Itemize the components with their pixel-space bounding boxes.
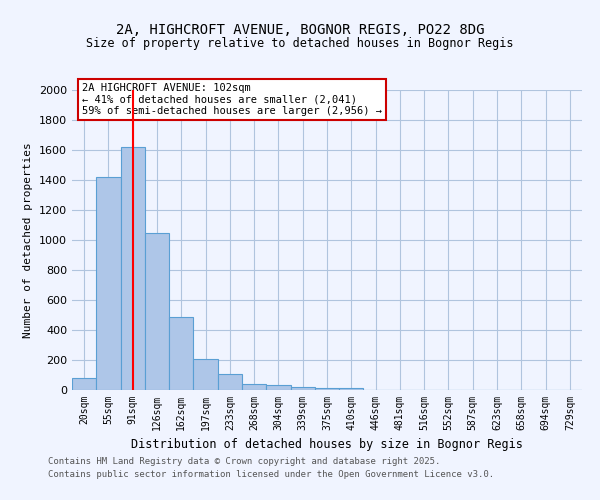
- Bar: [290, 387, 315, 390]
- X-axis label: Distribution of detached houses by size in Bognor Regis: Distribution of detached houses by size …: [131, 438, 523, 452]
- Text: Contains HM Land Registry data © Crown copyright and database right 2025.: Contains HM Land Registry data © Crown c…: [48, 458, 440, 466]
- Bar: [169, 316, 193, 390]
- Text: Contains public sector information licensed under the Open Government Licence v3: Contains public sector information licen…: [48, 470, 494, 479]
- Bar: [339, 388, 364, 390]
- Bar: [266, 385, 290, 390]
- Bar: [121, 147, 145, 390]
- Bar: [193, 359, 218, 390]
- Bar: [242, 384, 266, 390]
- Text: 2A, HIGHCROFT AVENUE, BOGNOR REGIS, PO22 8DG: 2A, HIGHCROFT AVENUE, BOGNOR REGIS, PO22…: [116, 22, 484, 36]
- Bar: [315, 388, 339, 390]
- Bar: [96, 177, 121, 390]
- Text: Size of property relative to detached houses in Bognor Regis: Size of property relative to detached ho…: [86, 38, 514, 51]
- Text: 2A HIGHCROFT AVENUE: 102sqm
← 41% of detached houses are smaller (2,041)
59% of : 2A HIGHCROFT AVENUE: 102sqm ← 41% of det…: [82, 83, 382, 116]
- Y-axis label: Number of detached properties: Number of detached properties: [23, 142, 34, 338]
- Bar: [218, 374, 242, 390]
- Bar: [72, 378, 96, 390]
- Bar: [145, 232, 169, 390]
